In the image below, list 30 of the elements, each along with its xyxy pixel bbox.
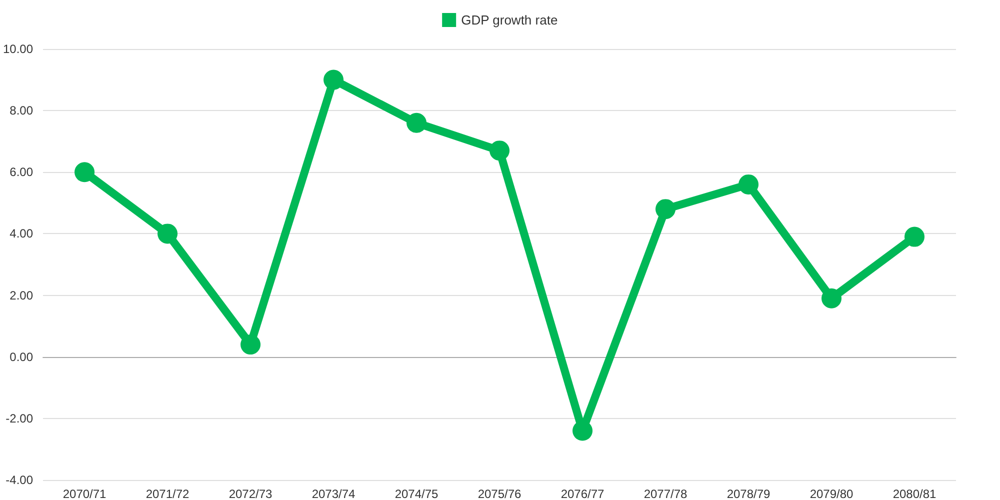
y-tick-label: 0.00: [10, 350, 34, 364]
point: [738, 174, 759, 194]
x-tick-label: 2072/73: [228, 487, 273, 500]
x-tick-label: 2078/79: [726, 487, 771, 500]
point: [822, 288, 842, 308]
x-tick-label: 2073/74: [312, 487, 356, 500]
x-tick-label: 2076/77: [560, 487, 605, 500]
x-tick-label: 2075/76: [478, 487, 522, 500]
point: [656, 199, 676, 220]
legend-label: GDP growth rate: [461, 12, 558, 28]
x-tick-label: 2079/80: [810, 487, 854, 500]
point: [406, 112, 427, 133]
y-tick-label: 4.00: [10, 226, 34, 241]
x-tick-label: 2080/81: [892, 487, 937, 500]
y-tick-label: 10.00: [3, 42, 34, 56]
point: [904, 226, 924, 247]
x-tick-label: 2077/78: [644, 487, 688, 500]
y-tick-label: 6.00: [10, 165, 34, 180]
y-tick-label: -4.00: [6, 473, 34, 487]
y-tick-label: 2.00: [10, 288, 34, 302]
point: [490, 140, 510, 161]
x-tick-label: 2070/71: [62, 487, 107, 500]
y-tick-label: 8.00: [10, 104, 34, 118]
point: [240, 334, 261, 355]
x-tick-label: 2071/72: [146, 487, 190, 500]
point: [158, 224, 178, 244]
x-tick-label: 2074/75: [394, 487, 439, 500]
y-tick-label: -2.00: [6, 411, 34, 426]
point: [74, 162, 95, 182]
point: [324, 70, 344, 90]
